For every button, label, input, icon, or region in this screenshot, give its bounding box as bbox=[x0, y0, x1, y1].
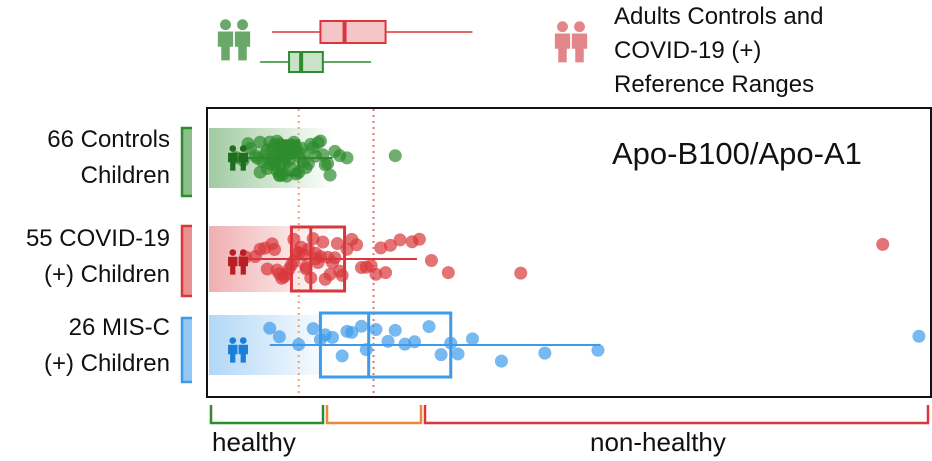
legend-line-1: Adults Controls and bbox=[614, 3, 824, 30]
plot-frame bbox=[206, 107, 932, 398]
misc-point bbox=[591, 343, 605, 357]
misc-point bbox=[408, 335, 422, 349]
controls-point bbox=[313, 134, 327, 148]
misc-point bbox=[359, 343, 373, 357]
covid-point bbox=[350, 238, 364, 252]
non-healthy-zone-bracket bbox=[423, 405, 930, 425]
misc-box bbox=[318, 311, 453, 379]
controls-point bbox=[340, 151, 354, 165]
covid-point bbox=[335, 268, 349, 282]
covid-point bbox=[369, 267, 383, 281]
controls-label-line-1: 66 Controls bbox=[47, 126, 170, 153]
covid-point bbox=[309, 252, 323, 266]
covid-point bbox=[316, 235, 330, 249]
misc-point bbox=[325, 330, 339, 344]
adult-controls-people-icon bbox=[217, 19, 251, 61]
controls-label-line-2: Children bbox=[80, 162, 170, 189]
misc-point bbox=[538, 346, 552, 360]
legend-text: Adults Controls and COVID-19 (+) Referen… bbox=[614, 0, 823, 102]
misc-point bbox=[388, 323, 402, 337]
borderline-zone-bracket bbox=[325, 405, 423, 425]
misc-group-label: 26 MIS-C (+) Children bbox=[2, 310, 170, 382]
misc-bracket bbox=[180, 316, 192, 384]
covid-label-line-2: (+) Children bbox=[43, 261, 170, 288]
misc-point bbox=[912, 329, 926, 343]
adult-controls-box bbox=[288, 51, 324, 73]
misc-point bbox=[494, 354, 508, 368]
covid-point bbox=[412, 232, 426, 246]
healthy-zone-label: healthy bbox=[212, 427, 296, 457]
covid-point bbox=[379, 266, 393, 280]
chart-title: Apo-B100/Apo-A1 bbox=[612, 136, 862, 171]
adult-covid-box bbox=[319, 20, 387, 44]
misc-point bbox=[345, 325, 359, 339]
covid-point bbox=[268, 243, 282, 257]
misc-point bbox=[465, 332, 479, 346]
misc-point bbox=[369, 322, 383, 336]
controls-point bbox=[388, 149, 402, 163]
covid-point bbox=[424, 254, 438, 268]
controls-point bbox=[321, 157, 335, 171]
reference-ranges bbox=[260, 20, 473, 73]
covid-group-label: 55 COVID-19 (+) Children bbox=[0, 221, 170, 293]
misc-point bbox=[306, 322, 320, 336]
healthy-zone-bracket bbox=[209, 405, 325, 425]
misc-point bbox=[451, 347, 465, 361]
legend-line-2: COVID-19 (+) bbox=[614, 37, 762, 64]
misc-series bbox=[263, 311, 926, 379]
covid-point bbox=[393, 233, 407, 247]
covid-bracket bbox=[180, 224, 192, 298]
controls-point bbox=[323, 168, 337, 182]
covid-box bbox=[289, 225, 347, 293]
adult-covid-people-icon bbox=[554, 21, 588, 63]
controls-group-label: 66 Controls Children bbox=[2, 122, 170, 194]
misc-point bbox=[272, 330, 286, 344]
controls-box bbox=[275, 139, 301, 177]
covid-series bbox=[239, 225, 890, 293]
covid-bracket-fill bbox=[182, 226, 192, 296]
covid-point bbox=[260, 262, 274, 276]
covid-point bbox=[383, 238, 397, 252]
covid-point bbox=[876, 237, 890, 251]
covid-point bbox=[514, 266, 528, 280]
legend-line-3: Reference Ranges bbox=[614, 71, 815, 98]
misc-label-line-1: 26 MIS-C bbox=[68, 314, 170, 341]
non-healthy-zone-label: non-healthy bbox=[590, 427, 726, 457]
covid-point bbox=[441, 266, 455, 280]
misc-bracket-fill bbox=[182, 318, 192, 382]
misc-point bbox=[354, 319, 368, 333]
covid-label-line-1: 55 COVID-19 bbox=[25, 225, 170, 252]
misc-label-line-2: (+) Children bbox=[43, 350, 170, 377]
controls-bracket-fill bbox=[182, 128, 192, 196]
covid-point bbox=[330, 237, 344, 251]
misc-point bbox=[381, 334, 395, 348]
covid-point bbox=[328, 251, 342, 265]
misc-point bbox=[335, 349, 349, 363]
misc-point bbox=[422, 320, 436, 334]
misc-point bbox=[263, 321, 277, 335]
misc-point bbox=[292, 338, 306, 352]
misc-point bbox=[434, 348, 448, 362]
